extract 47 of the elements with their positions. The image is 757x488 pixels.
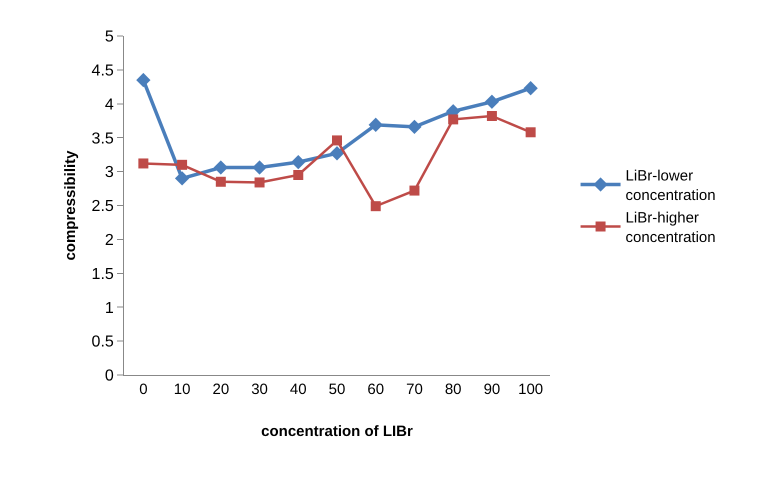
- y-tick-label: 4.5: [92, 62, 114, 80]
- point: [368, 118, 383, 132]
- x-tick-label: 30: [251, 381, 268, 398]
- point: [526, 127, 536, 138]
- point: [177, 160, 188, 170]
- x-tick-label: 10: [174, 381, 190, 398]
- point: [523, 81, 538, 96]
- point: [214, 160, 228, 175]
- y-tick-label: 5: [104, 28, 114, 46]
- x-tick-label: 90: [484, 381, 500, 398]
- point: [291, 154, 306, 170]
- y-tick-label: 4: [104, 96, 114, 114]
- y-tick-label: 2: [104, 232, 114, 249]
- x-tick-label: 80: [444, 381, 462, 398]
- point: [448, 114, 458, 124]
- y-tick-label: 3: [104, 164, 114, 182]
- point: [293, 170, 304, 180]
- x-tick-label: 60: [367, 381, 384, 398]
- x-tick-label: 0: [139, 381, 148, 398]
- x-tick-label: 100: [518, 381, 544, 398]
- point: [216, 176, 226, 187]
- point: [174, 171, 190, 186]
- x-axis-title: concentration of LIBr: [261, 423, 413, 440]
- point: [254, 177, 265, 188]
- y-tick-label: 0.5: [92, 334, 114, 351]
- y-tick-label: 1: [104, 300, 114, 317]
- point: [409, 186, 420, 196]
- x-tick-label: 50: [328, 381, 346, 398]
- x-tick-label: 40: [290, 381, 307, 398]
- y-tick-label: 3.5: [92, 130, 114, 148]
- point: [370, 201, 381, 212]
- y-tick-label: 1.5: [92, 266, 114, 283]
- x-tick-label: 20: [212, 381, 230, 398]
- y-tick-label: 0: [104, 368, 114, 385]
- point: [332, 135, 342, 146]
- y-tick-label: 2.5: [92, 198, 114, 216]
- legend-label: LiBr-lower concentration: [626, 168, 716, 204]
- y-axis-title: compressibility: [62, 150, 79, 261]
- point: [486, 111, 497, 121]
- point: [330, 146, 344, 160]
- point: [138, 158, 148, 168]
- legend-label: LiBr-higher concentration: [626, 210, 716, 246]
- point: [136, 72, 151, 88]
- point: [407, 120, 422, 134]
- point: [252, 160, 267, 175]
- point: [484, 94, 500, 109]
- x-tick-label: 70: [406, 381, 423, 398]
